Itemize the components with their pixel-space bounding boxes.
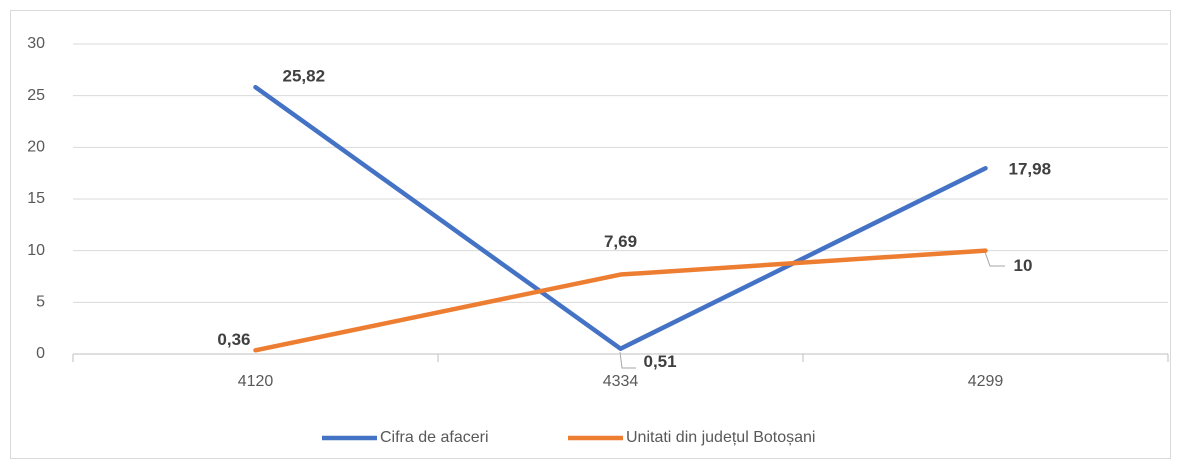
- x-tick-label: 4120: [238, 373, 274, 390]
- chart-border: [10, 10, 1171, 459]
- data-label: 10: [1014, 256, 1033, 275]
- series-line: [253, 248, 988, 353]
- data-label: 0,51: [644, 352, 677, 371]
- y-tick-label: 25: [27, 87, 45, 104]
- y-tick-label: 30: [27, 35, 45, 52]
- x-tick-label: 4334: [603, 373, 639, 390]
- y-tick-label: 5: [36, 294, 45, 311]
- data-label: 7,69: [604, 232, 637, 251]
- data-label: 17,98: [1009, 160, 1052, 179]
- leader-line: [619, 351, 636, 369]
- legend-label: Unitati din județul Botoșani: [626, 429, 815, 446]
- y-tick-label: 0: [36, 345, 45, 362]
- data-label: 25,82: [283, 67, 326, 86]
- x-tick-label: 4299: [968, 373, 1004, 390]
- y-tick-label: 20: [27, 139, 45, 156]
- series-line: [253, 84, 988, 351]
- leader-line: [984, 251, 1005, 267]
- y-tick-label: 15: [27, 190, 45, 207]
- legend-label: Cifra de afaceri: [380, 429, 489, 446]
- data-label: 0,36: [217, 330, 250, 349]
- y-tick-label: 10: [27, 242, 45, 259]
